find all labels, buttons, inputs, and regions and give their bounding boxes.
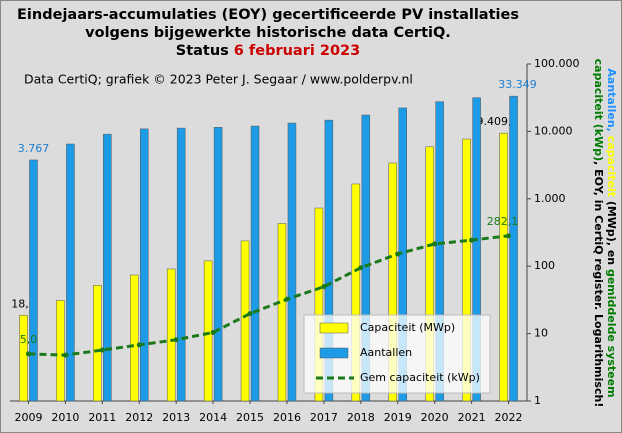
x-tick-label: 2015 — [236, 411, 264, 424]
y-tick-label: 10.000 — [534, 124, 573, 137]
y-axis-label: capaciteit (kWp), EOY, in CertiQ registe… — [592, 59, 605, 408]
y-tick-label: 100 — [534, 259, 555, 272]
bar — [499, 132, 508, 402]
status-date: 6 februari 2023 — [234, 43, 360, 59]
y-tick-label: 1 — [534, 394, 541, 407]
line-marker — [62, 352, 68, 358]
bar — [103, 133, 112, 402]
bar — [29, 159, 38, 402]
bar — [66, 143, 75, 402]
line-marker — [395, 251, 401, 257]
legend-label: Capaciteit (MWp) — [360, 321, 455, 334]
line-marker — [358, 265, 364, 271]
bar — [314, 207, 324, 402]
y-axis-label-part: (MWp), en — [605, 197, 618, 269]
data-label: 33.349 — [498, 78, 537, 91]
bar — [176, 127, 186, 402]
bar — [509, 95, 518, 402]
bar — [240, 240, 250, 402]
y-tick-label: 100.000 — [534, 57, 580, 70]
data-label: 5,0 — [20, 333, 38, 346]
line-marker — [99, 347, 105, 353]
bar — [213, 127, 223, 402]
bar — [435, 101, 444, 402]
line-marker — [321, 284, 327, 290]
y-tick-label: 1.000 — [534, 192, 566, 205]
status: Status 6 februari 2023 — [176, 43, 361, 59]
y-axis-label: Aantallen, capaciteit (MWp), en gemiddel… — [605, 68, 618, 397]
bar — [425, 146, 434, 402]
data-label: 282,1 — [487, 215, 519, 228]
bar — [56, 300, 65, 402]
bar — [287, 122, 297, 402]
bar — [351, 183, 361, 402]
legend-label: Gem capaciteit (kWp) — [360, 371, 480, 384]
line-marker — [210, 329, 216, 335]
y-axis-label-part: gemiddelde systeem — [605, 269, 618, 398]
line-marker — [432, 241, 438, 247]
line — [28, 234, 509, 357]
line-marker — [25, 351, 31, 357]
chart-title: volgens bijgewerkte historische data Cer… — [85, 25, 451, 41]
legend-swatch — [319, 347, 349, 359]
bar — [203, 260, 213, 402]
x-tick-label: 2017 — [310, 411, 338, 424]
x-tick-label: 2022 — [495, 411, 523, 424]
bar — [277, 223, 287, 402]
bar — [250, 125, 260, 402]
line-marker — [247, 311, 253, 317]
x-tick-label: 2021 — [458, 411, 486, 424]
x-tick-label: 2009 — [14, 411, 42, 424]
line-marker — [506, 233, 512, 239]
bar — [93, 285, 102, 402]
x-tick-label: 2019 — [384, 411, 412, 424]
y-axis-label-part: capaciteit — [605, 136, 618, 197]
legend-swatch — [319, 322, 349, 334]
status-label: Status — [176, 43, 229, 59]
bar — [140, 128, 149, 402]
bar — [130, 274, 139, 402]
chart-title: Eindejaars-accumulaties (EOY) gecertific… — [17, 7, 519, 23]
subtitle: Data CertiQ; grafiek © 2023 Peter J. Seg… — [24, 72, 413, 87]
line-marker — [136, 342, 142, 348]
bar — [166, 268, 176, 402]
y-axis-label-part: , EOY, in CertiQ register. Logarithmisch… — [592, 161, 605, 407]
data-label: 3.767 — [18, 142, 50, 155]
x-tick-label: 2018 — [347, 411, 375, 424]
line-marker — [469, 237, 475, 243]
data-label: 9.409,3 — [477, 115, 519, 128]
bar — [462, 138, 471, 402]
line-marker — [173, 337, 179, 343]
x-tick-label: 2010 — [51, 411, 79, 424]
x-tick-label: 2020 — [421, 411, 449, 424]
x-tick-label: 2016 — [273, 411, 301, 424]
bar — [324, 119, 334, 402]
bar — [388, 162, 397, 402]
y-tick-label: 10 — [534, 327, 548, 340]
line-marker — [284, 296, 290, 302]
y-axis-label-part: Aantallen, — [605, 68, 618, 135]
x-tick-label: 2014 — [199, 411, 227, 424]
x-tick-label: 2013 — [162, 411, 190, 424]
bar — [472, 97, 481, 402]
x-tick-label: 2012 — [125, 411, 153, 424]
y-axis-label-part: capaciteit (kWp) — [592, 59, 605, 162]
bar — [19, 315, 28, 402]
bar — [361, 114, 371, 402]
legend-label: Aantallen — [360, 346, 412, 359]
x-tick-label: 2011 — [88, 411, 116, 424]
